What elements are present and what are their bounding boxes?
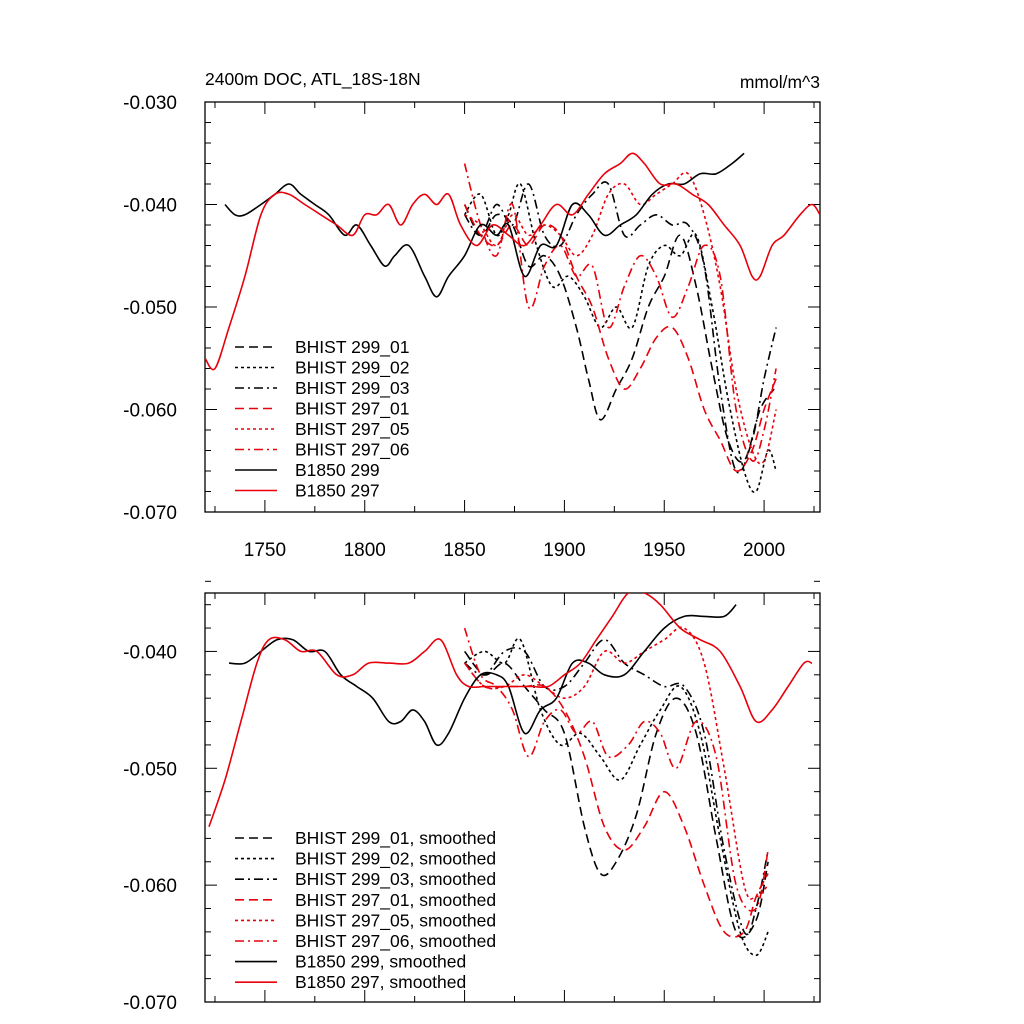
- legend-label: BHIST 299_03: [295, 378, 409, 399]
- x-tick-label: 1850: [443, 540, 485, 561]
- legend-label: B1850 299, smoothed: [295, 952, 466, 972]
- series-line: [463, 204, 777, 472]
- y-tick-label: -0.040: [123, 196, 177, 217]
- y-tick-label: -0.070: [123, 503, 177, 524]
- series-line: [463, 662, 769, 938]
- legend-label: BHIST 297_05: [295, 419, 409, 440]
- y-tick-label: -0.070: [123, 993, 177, 1014]
- series-line: [463, 650, 769, 939]
- series-line: [463, 626, 769, 900]
- series-line: [228, 604, 737, 747]
- y-tick-label: -0.060: [123, 876, 177, 897]
- series-line: [464, 171, 777, 465]
- y-tick-label: -0.040: [123, 642, 177, 663]
- series-group: [205, 152, 820, 494]
- x-tick-label: 1800: [344, 540, 386, 561]
- legend-label: BHIST 297_06, smoothed: [295, 931, 496, 952]
- legend-label: B1850 297, smoothed: [295, 972, 466, 992]
- y-tick-label: -0.030: [123, 93, 177, 114]
- series-line: [463, 182, 777, 494]
- x-tick-label: 1750: [244, 540, 286, 561]
- units-label: mmol/m^3: [740, 72, 820, 92]
- legend-label: BHIST 297_06: [295, 440, 409, 461]
- series-line: [463, 181, 777, 474]
- top-panel: 2400m DOC, ATL_18S-18N mmol/m^3 1750 1800 18…: [123, 69, 821, 561]
- legend-label: BHIST 299_03, smoothed: [295, 869, 496, 890]
- legend-label: BHIST 297_05, smoothed: [295, 910, 496, 931]
- legend-label: B1850 297: [295, 481, 380, 501]
- plot-frame: [204, 592, 821, 1003]
- series-line: [464, 638, 769, 936]
- y-tick-label: -0.060: [123, 401, 177, 422]
- series-group: [208, 593, 813, 957]
- series-line: [463, 204, 775, 463]
- legend-label: BHIST 297_01: [295, 399, 409, 420]
- legend-label: BHIST 299_02: [295, 358, 409, 379]
- legend-label: BHIST 297_01, smoothed: [295, 890, 496, 911]
- x-tick-label: 1900: [543, 540, 585, 561]
- legend-label: B1850 299: [295, 460, 380, 480]
- series-line: [224, 152, 745, 298]
- x-tick-label: 2000: [743, 540, 785, 561]
- series-line: [463, 163, 777, 462]
- chart-title: 2400m DOC, ATL_18S-18N: [205, 69, 421, 90]
- x-tick-label: 1950: [643, 540, 685, 561]
- legend-label: BHIST 299_02, smoothed: [295, 849, 496, 870]
- y-tick-label: -0.050: [123, 298, 177, 319]
- series-line: [205, 152, 820, 371]
- legend-label: BHIST 299_01: [295, 337, 409, 358]
- series-line: [464, 637, 769, 957]
- series-line: [208, 593, 813, 827]
- series-line: [463, 627, 769, 912]
- y-tick-label: -0.050: [123, 759, 177, 780]
- legend-label: BHIST 299_01, smoothed: [295, 828, 496, 849]
- bottom-panel: -0.040 -0.050 -0.060 -0.070 BHIST 299_01, sm…: [123, 580, 821, 1014]
